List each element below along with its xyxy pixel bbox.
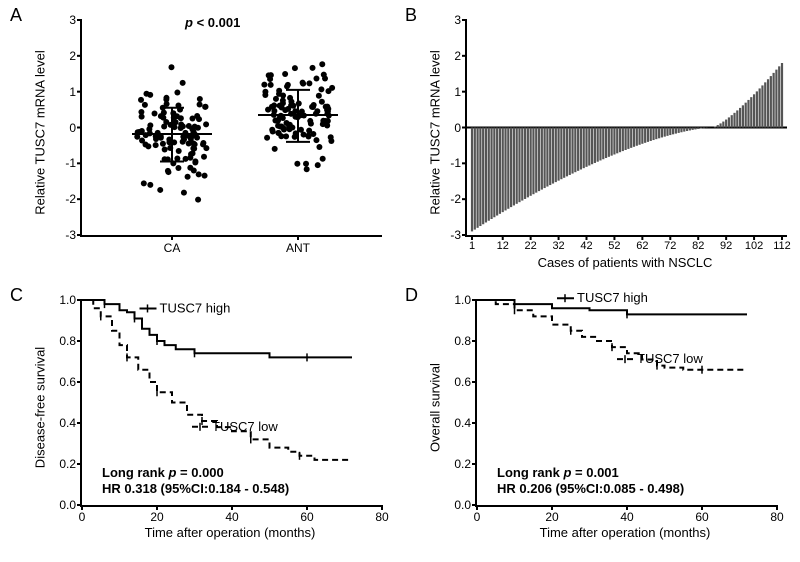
stat-line2: HR 0.318 (95%CI:0.184 - 0.548) bbox=[102, 481, 289, 496]
figure-root: A Relative TUSC7 mRNA level -3-2-10123CA… bbox=[0, 0, 800, 562]
legend-low: TUSC7 low bbox=[637, 351, 703, 366]
panel-a: A Relative TUSC7 mRNA level -3-2-10123CA… bbox=[10, 5, 400, 275]
panel-d: D Overall survival TUSC7 high TUSC7 low Lo… bbox=[405, 285, 795, 555]
panel-a-plot: -3-2-10123CAANT bbox=[80, 20, 382, 237]
panel-b-xtick: 92 bbox=[714, 240, 738, 252]
panel-c: C Disease-free survival TUSC7 highTUSC7 … bbox=[10, 285, 400, 555]
km-ytick: 1.0 bbox=[445, 293, 471, 307]
legend-high: TUSC7 high bbox=[577, 290, 648, 305]
panel-b-xtick: 112 bbox=[770, 240, 794, 252]
panel-d-ylabel: Overall survival bbox=[428, 338, 443, 478]
panel-b-ytick: -2 bbox=[439, 192, 461, 206]
panel-a-ytick: 2 bbox=[54, 49, 76, 63]
panel-b-ytick: -3 bbox=[439, 228, 461, 242]
km-xtick: 20 bbox=[540, 510, 564, 524]
panel-d-label: D bbox=[405, 285, 418, 306]
panel-a-ylabel: Relative TUSC7 mRNA level bbox=[33, 33, 48, 233]
panel-c-plot: TUSC7 high TUSC7 low Long rank p = 0.000HR… bbox=[80, 300, 382, 507]
km-ytick: 0.6 bbox=[445, 375, 471, 389]
panel-b-xtick: 82 bbox=[686, 240, 710, 252]
km-ytick: 0.2 bbox=[50, 457, 76, 471]
panel-a-ytick: 1 bbox=[54, 85, 76, 99]
panel-b-xtick: 102 bbox=[742, 240, 766, 252]
panel-b-ytick: 2 bbox=[439, 49, 461, 63]
panel-a-pvalue: p < 0.001 bbox=[185, 15, 240, 30]
panel-c-label: C bbox=[10, 285, 23, 306]
panel-b-xlabel: Cases of patients with NSCLC bbox=[465, 255, 785, 270]
panel-b-xtick: 1 bbox=[460, 240, 484, 252]
panel-b-ytick: 3 bbox=[439, 13, 461, 27]
stat-line1: Long rank p = 0.000 bbox=[102, 465, 224, 480]
panel-a-ytick: 3 bbox=[54, 13, 76, 27]
panel-b-xtick: 62 bbox=[630, 240, 654, 252]
panel-b-ytick: 0 bbox=[439, 121, 461, 135]
km-ytick: 0.2 bbox=[445, 457, 471, 471]
km-xtick: 60 bbox=[295, 510, 319, 524]
km-ytick: 0.4 bbox=[445, 416, 471, 430]
panel-b-xtick: 32 bbox=[547, 240, 571, 252]
km-xtick: 0 bbox=[465, 510, 489, 524]
km-xtick: 20 bbox=[145, 510, 169, 524]
panel-d-plot: TUSC7 highTUSC7 lowLong rank p = 0.001HR… bbox=[475, 300, 777, 507]
stat-line1: Long rank p = 0.001 bbox=[497, 465, 619, 480]
km-xtick: 0 bbox=[70, 510, 94, 524]
legend-low: TUSC7 low bbox=[212, 419, 278, 434]
panel-b-ytick: -1 bbox=[439, 156, 461, 170]
km-xtick: 80 bbox=[765, 510, 789, 524]
panel-a-xcat: CA bbox=[152, 241, 192, 255]
km-ytick: 1.0 bbox=[50, 293, 76, 307]
km-xtick: 60 bbox=[690, 510, 714, 524]
panel-c-ylabel: Disease-free survival bbox=[33, 328, 48, 488]
panel-b-xtick: 22 bbox=[519, 240, 543, 252]
km-ytick: 0.4 bbox=[50, 416, 76, 430]
panel-b-xtick: 52 bbox=[602, 240, 626, 252]
panel-b-plot: -3-2-101231122232425262728292102112 bbox=[465, 20, 787, 237]
panel-b-xtick: 72 bbox=[658, 240, 682, 252]
km-xtick: 40 bbox=[220, 510, 244, 524]
km-xtick: 80 bbox=[370, 510, 394, 524]
panel-b-ytick: 1 bbox=[439, 85, 461, 99]
km-ytick: 0.6 bbox=[50, 375, 76, 389]
panel-a-xcat: ANT bbox=[278, 241, 318, 255]
legend-high: TUSC7 high bbox=[160, 300, 231, 315]
panel-a-label: A bbox=[10, 5, 22, 26]
panel-a-ytick: 0 bbox=[54, 121, 76, 135]
km-ytick: 0.8 bbox=[50, 334, 76, 348]
panel-c-xlabel: Time after operation (months) bbox=[80, 525, 380, 540]
panel-b: B Relative TUSC7 mRNA level -3-2-1012311… bbox=[405, 5, 795, 275]
panel-a-ytick: -1 bbox=[54, 156, 76, 170]
stat-line2: HR 0.206 (95%CI:0.085 - 0.498) bbox=[497, 481, 684, 496]
km-ytick: 0.8 bbox=[445, 334, 471, 348]
panel-b-xtick: 12 bbox=[491, 240, 515, 252]
panel-b-xtick: 42 bbox=[575, 240, 599, 252]
panel-d-xlabel: Time after operation (months) bbox=[475, 525, 775, 540]
km-xtick: 40 bbox=[615, 510, 639, 524]
panel-a-ytick: -3 bbox=[54, 228, 76, 242]
panel-b-label: B bbox=[405, 5, 417, 26]
panel-a-ytick: -2 bbox=[54, 192, 76, 206]
